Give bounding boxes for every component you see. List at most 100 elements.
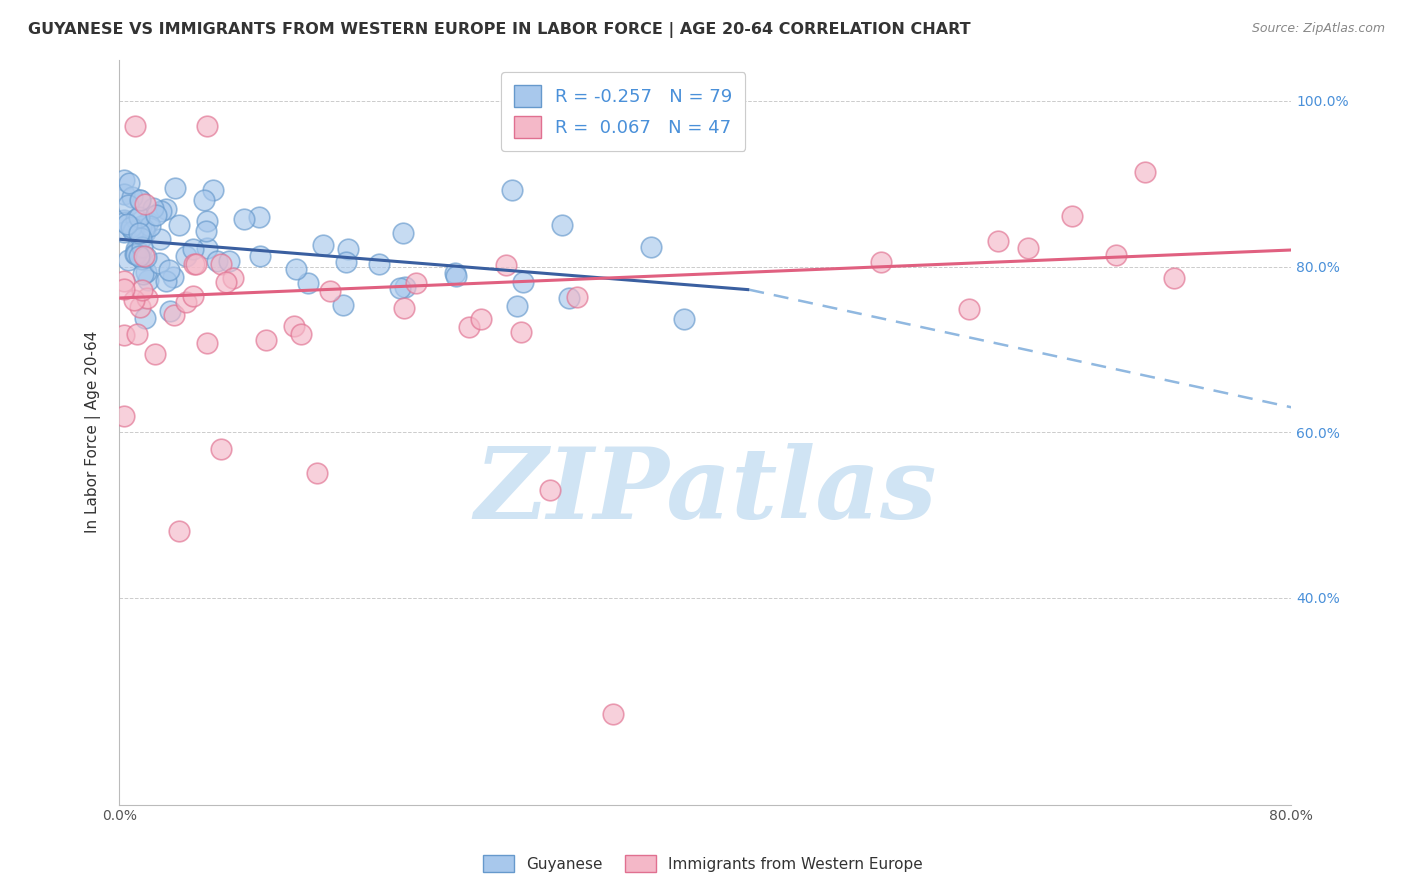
Point: [125, 243, 148, 257]
Point: [112, 212, 135, 227]
Point: [131, 283, 153, 297]
Point: [132, 221, 155, 235]
Point: [506, 299, 529, 313]
Point: [470, 311, 492, 326]
Point: [405, 276, 427, 290]
Point: [1133, 165, 1156, 179]
Point: [129, 194, 152, 208]
Point: [218, 254, 240, 268]
Point: [131, 240, 153, 254]
Point: [987, 234, 1010, 248]
Point: [135, 265, 157, 279]
Point: [391, 226, 413, 240]
Point: [207, 254, 229, 268]
Point: [307, 467, 329, 481]
Y-axis label: In Labor Force | Age 20-64: In Labor Force | Age 20-64: [86, 331, 101, 533]
Point: [112, 327, 135, 342]
Point: [117, 252, 139, 267]
Point: [332, 298, 354, 312]
Point: [169, 524, 191, 539]
Point: [193, 193, 215, 207]
Point: [565, 290, 588, 304]
Point: [149, 232, 172, 246]
Point: [167, 218, 190, 232]
Point: [163, 308, 186, 322]
Point: [446, 268, 468, 283]
Point: [337, 242, 360, 256]
Point: [115, 217, 138, 231]
Point: [233, 211, 256, 226]
Point: [162, 270, 184, 285]
Point: [131, 231, 153, 245]
Legend: R = -0.257   N = 79, R =  0.067   N = 47: R = -0.257 N = 79, R = 0.067 N = 47: [502, 72, 745, 151]
Point: [957, 301, 980, 316]
Point: [174, 249, 197, 263]
Point: [870, 254, 893, 268]
Point: [155, 274, 177, 288]
Point: [181, 289, 204, 303]
Point: [222, 271, 245, 285]
Point: [443, 267, 465, 281]
Point: [125, 211, 148, 226]
Point: [124, 247, 146, 261]
Point: [112, 409, 135, 423]
Point: [139, 219, 162, 233]
Point: [335, 254, 357, 268]
Point: [285, 262, 308, 277]
Point: [392, 301, 415, 315]
Point: [602, 706, 624, 721]
Point: [118, 176, 141, 190]
Point: [550, 219, 572, 233]
Point: [183, 257, 205, 271]
Point: [136, 214, 159, 228]
Point: [368, 257, 391, 271]
Point: [512, 275, 534, 289]
Point: [122, 224, 145, 238]
Point: [195, 335, 218, 350]
Point: [195, 223, 218, 237]
Point: [186, 257, 208, 271]
Point: [195, 241, 218, 255]
Point: [124, 119, 146, 133]
Point: [122, 293, 145, 308]
Point: [132, 267, 155, 281]
Text: Source: ZipAtlas.com: Source: ZipAtlas.com: [1251, 22, 1385, 36]
Point: [174, 295, 197, 310]
Point: [155, 202, 177, 216]
Point: [672, 311, 695, 326]
Point: [538, 483, 561, 497]
Point: [495, 258, 517, 272]
Point: [112, 225, 135, 239]
Point: [114, 214, 136, 228]
Point: [209, 257, 232, 271]
Point: [134, 197, 156, 211]
Point: [501, 183, 523, 197]
Point: [128, 248, 150, 262]
Point: [254, 334, 277, 348]
Point: [148, 256, 170, 270]
Point: [125, 327, 148, 342]
Point: [319, 285, 342, 299]
Point: [142, 201, 165, 215]
Point: [121, 190, 143, 204]
Point: [1017, 241, 1039, 255]
Point: [197, 119, 219, 133]
Point: [128, 193, 150, 207]
Point: [389, 280, 412, 294]
Point: [209, 442, 232, 456]
Point: [247, 210, 270, 224]
Point: [131, 219, 153, 234]
Text: ZIPatlas: ZIPatlas: [474, 443, 936, 540]
Point: [128, 210, 150, 224]
Point: [163, 181, 186, 195]
Point: [143, 347, 166, 361]
Point: [283, 319, 305, 334]
Point: [458, 320, 481, 334]
Text: GUYANESE VS IMMIGRANTS FROM WESTERN EUROPE IN LABOR FORCE | AGE 20-64 CORRELATIO: GUYANESE VS IMMIGRANTS FROM WESTERN EURO…: [28, 22, 970, 38]
Point: [290, 326, 312, 341]
Point: [129, 300, 152, 314]
Point: [134, 310, 156, 325]
Point: [1060, 210, 1083, 224]
Point: [135, 251, 157, 265]
Point: [394, 280, 416, 294]
